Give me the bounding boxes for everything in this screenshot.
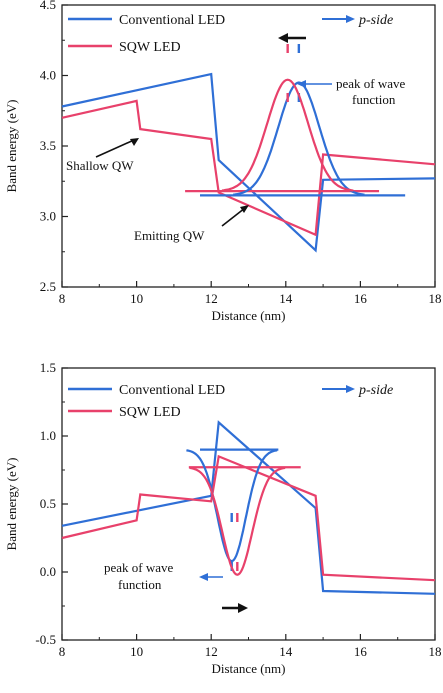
y-tick-label: 3.5 [40,138,56,153]
y-tick-label: 1.5 [40,360,56,375]
p-side-label: p-side [358,383,393,398]
top-band-diagram-chart: 8 10 12 14 16 18 2.5 3.0 3.5 4.0 4.5 Distance (nm) B… [4,0,442,323]
x-tick-label: 12 [205,291,218,306]
y-tick-label: 4.0 [40,68,56,83]
peak-callout-arrow-head [297,80,306,88]
band-line-sqw [61,454,436,582]
x-tick-label: 16 [354,644,368,659]
y-axis-label: Band energy (eV) [4,100,19,193]
x-tick-label: 8 [59,291,66,306]
x-tick-label: 18 [429,291,442,306]
y-tick-label: 3.0 [40,209,56,224]
x-tick-label: 18 [429,644,442,659]
legend-label: Conventional LED [119,383,225,398]
emitting-qw-pointer-head [240,205,249,213]
shift-arrow-head [278,33,288,43]
emitting-qw-label: Emitting QW [134,228,205,243]
peak-callout-text-line2: function [118,577,162,592]
band-line-conventional [61,420,436,595]
x-tick-label: 14 [279,644,293,659]
band-line-sqw [61,99,436,237]
wave-function-conventional [186,449,278,563]
legend-label: SQW LED [119,405,181,420]
x-tick-label: 10 [130,291,143,306]
wave-function-sqw [189,466,286,576]
p-side-arrow-head [346,385,355,393]
y-tick-label: 1.0 [40,428,56,443]
shallow-qw-pointer-head [130,138,139,146]
shift-arrow-head [238,603,248,613]
y-tick-label: 0.5 [40,496,56,511]
x-tick-label: 10 [130,644,143,659]
emitting-qw-pointer [221,207,246,227]
x-tick-label: 8 [59,644,66,659]
x-axis-label: Distance (nm) [211,308,285,323]
peak-callout-text-line1: peak of wave [104,560,174,575]
legend-label: SQW LED [119,40,181,55]
shallow-qw-pointer [95,139,135,158]
peak-callout-arrow-head [199,573,208,581]
peak-callout-text-line2: function [352,92,396,107]
y-tick-label: 0.0 [40,564,56,579]
p-side-arrow-head [346,15,355,23]
peak-callout-text-line1: peak of wave [336,76,406,91]
x-tick-label: 14 [279,291,293,306]
wave-function-conventional [233,81,365,196]
shallow-qw-label: Shallow QW [66,158,134,173]
bottom-band-diagram-chart: 8 10 12 14 16 18 -0.5 0.0 0.5 1.0 1.5 Distance (nm)… [4,360,442,676]
x-axis-label: Distance (nm) [211,661,285,676]
y-axis-label: Band energy (eV) [4,458,19,551]
wave-function-sqw [221,78,354,192]
x-tick-label: 16 [354,291,368,306]
x-tick-label: 12 [205,644,218,659]
plot-frame [61,4,436,288]
y-tick-label: -0.5 [35,632,56,647]
band-line-conventional [61,72,436,253]
p-side-label: p-side [358,13,393,28]
legend-label: Conventional LED [119,13,225,28]
y-tick-label: 2.5 [40,279,56,294]
y-tick-label: 4.5 [40,0,56,12]
